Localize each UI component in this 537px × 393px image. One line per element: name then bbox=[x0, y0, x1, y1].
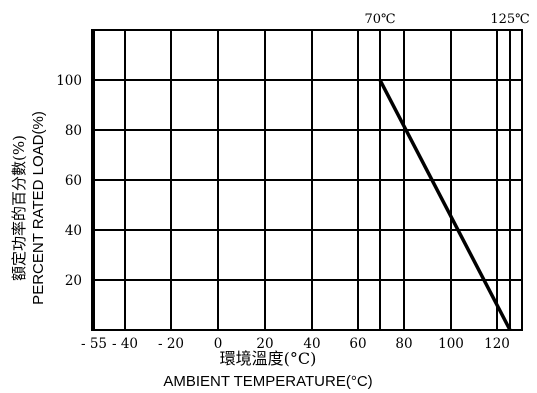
plot-border bbox=[91, 29, 523, 331]
y-tick-labels: 20 40 60 80 100 bbox=[56, 73, 82, 289]
series-line bbox=[378, 79, 512, 331]
x-tick-label: 100 bbox=[438, 336, 464, 352]
x-tick-label: 40 bbox=[303, 336, 320, 352]
y-tick-label: 60 bbox=[65, 173, 82, 189]
y-axis-label-zh: 額定功率的百分數(%) bbox=[10, 135, 28, 281]
series-layer bbox=[378, 79, 512, 331]
x-tick-label: - 40 bbox=[112, 336, 138, 352]
x-tick-label: - 20 bbox=[158, 336, 184, 352]
x-tick-labels: - 55 - 40 - 20 0 20 40 60 80 100 120 bbox=[81, 336, 510, 352]
reference-label-125: 125℃ bbox=[490, 12, 529, 27]
y-tick-label: 20 bbox=[65, 273, 82, 289]
x-axis-label-zh: 環境溫度(°C) bbox=[220, 349, 317, 368]
y-axis-label-en: PERCENT RATED LOAD(%) bbox=[30, 111, 47, 305]
y-tick-label: 100 bbox=[56, 73, 82, 89]
reference-label-70: 70℃ bbox=[364, 12, 395, 27]
x-tick-label: 60 bbox=[349, 336, 366, 352]
x-tick-label: 120 bbox=[484, 336, 510, 352]
x-axis-label-en: AMBIENT TEMPERATURE(°C) bbox=[163, 373, 372, 390]
y-tick-label: 40 bbox=[65, 223, 82, 239]
x-tick-label: - 55 bbox=[81, 336, 107, 352]
y-tick-label: 80 bbox=[65, 123, 82, 139]
grid bbox=[92, 30, 522, 330]
x-tick-label: 80 bbox=[395, 336, 412, 352]
reference-lines: 70℃ 125℃ bbox=[364, 12, 530, 330]
plot-frame bbox=[91, 29, 523, 331]
x-tick-label: 0 bbox=[214, 336, 223, 352]
x-tick-label: 20 bbox=[256, 336, 273, 352]
